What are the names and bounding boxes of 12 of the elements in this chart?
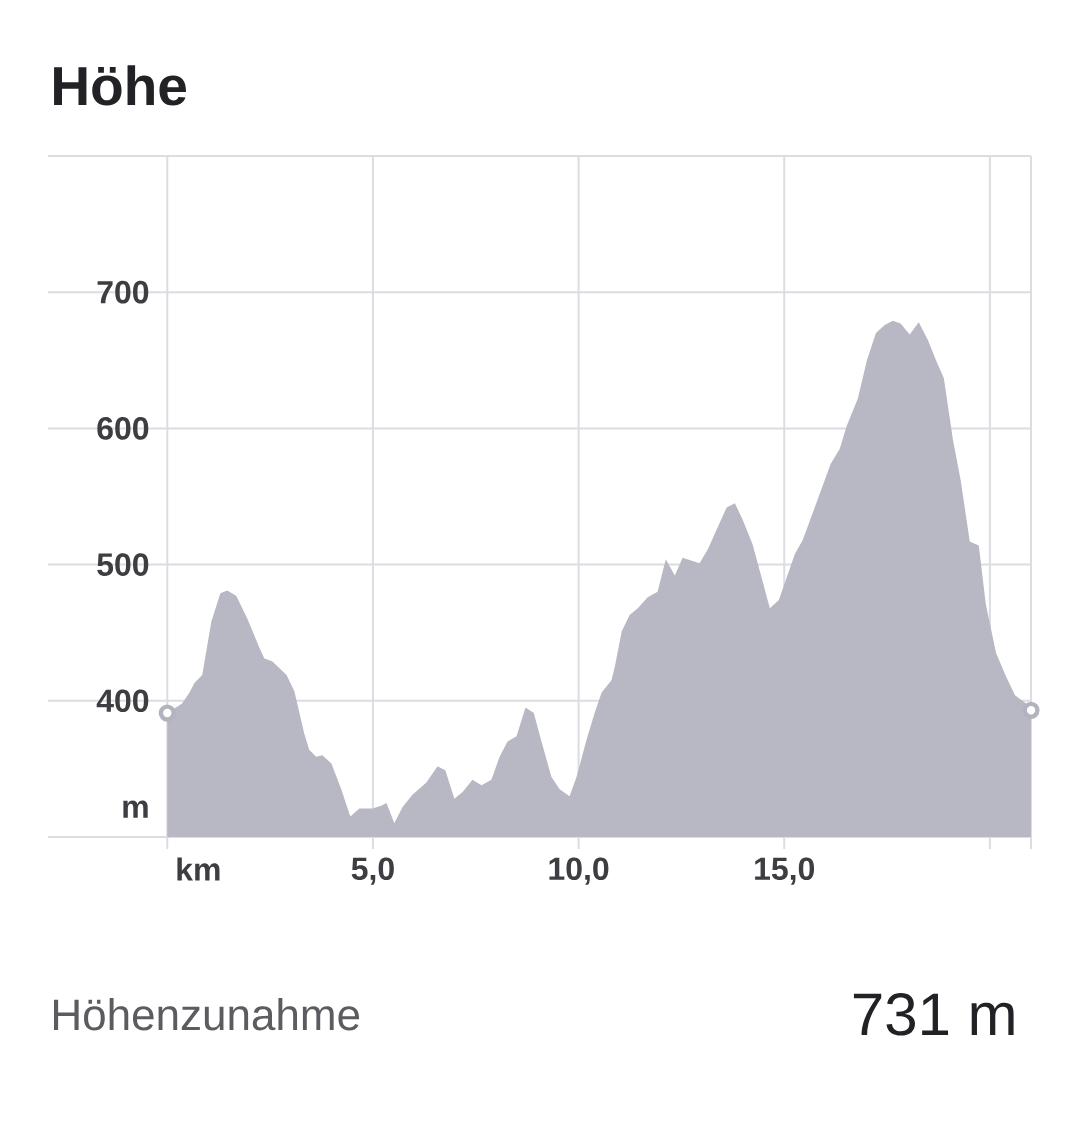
x-axis-title: km (177, 857, 220, 881)
x-tick-label: 15,0 (755, 857, 815, 885)
y-axis-title: m (123, 800, 148, 818)
x-tick-label: 10,0 (549, 857, 609, 885)
chart-title: Höhe (54, 65, 187, 106)
y-tick-label: 500 (97, 553, 149, 576)
text: 731 m (853, 993, 1014, 1036)
text: Höhenzunahme (54, 998, 360, 1031)
y-tick-label: 600 (97, 417, 149, 440)
y-tick-label: 700 (97, 280, 149, 304)
y-tick-label: 400 (96, 689, 149, 713)
x-tick-label: 5,0 (351, 857, 394, 885)
